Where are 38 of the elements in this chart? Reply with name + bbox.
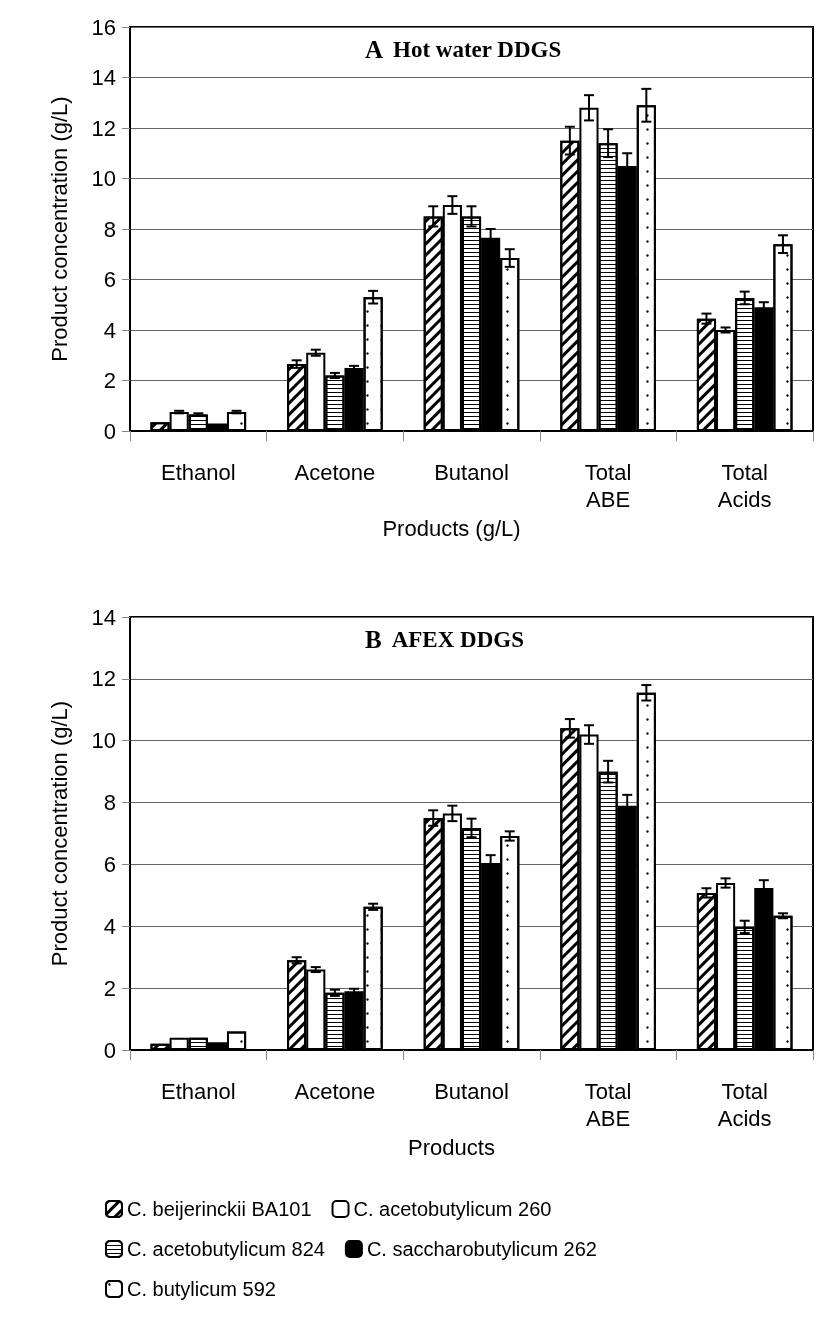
y-tick-label: 6 [103, 851, 116, 877]
y-tick-label: 0 [103, 1037, 116, 1063]
y-tick-label: 8 [103, 216, 116, 242]
legend-label: C. beijerinckii BA101 [127, 1198, 312, 1220]
chart-title: B AFEX DDGS [365, 626, 524, 653]
y-axis-title: Product concentration (g/L) [46, 700, 72, 967]
legend-label: C. saccharobutylicum 262 [366, 1238, 597, 1260]
y-tick-label: 4 [103, 913, 116, 939]
y-tick-label: 6 [103, 267, 116, 292]
x-tick-label: Butanol [434, 1079, 509, 1104]
x-axis-title: Products [408, 1135, 495, 1161]
x-tick-label: Total ABE [584, 460, 632, 512]
x-tick-label: Ethanol [160, 1079, 236, 1104]
legend-label: C. acetobutylicum 260 [353, 1198, 552, 1220]
x-tick-label: Total Acids [717, 1079, 772, 1131]
y-tick-label: 4 [103, 317, 116, 343]
x-tick-label: Butanol [434, 460, 509, 485]
y-tick-label: 14 [91, 604, 116, 630]
y-tick-label: 12 [91, 666, 116, 692]
x-axis-title: Products (g/L) [382, 516, 521, 542]
y-tick-label: 0 [103, 418, 116, 444]
x-tick-label: Ethanol [160, 460, 236, 485]
y-tick-label: 10 [91, 728, 116, 754]
y-tick-label: 16 [91, 14, 116, 40]
chart-title: A Hot water DDGS [365, 36, 562, 63]
legend-label: C. butylicum 592 [127, 1278, 276, 1300]
y-tick-label: 2 [103, 975, 116, 1001]
y-tick-label: 2 [103, 368, 116, 393]
x-tick-label: Acetone [294, 1079, 376, 1104]
y-tick-label: 8 [103, 790, 116, 816]
legend-label: C. acetobutylicum 824 [127, 1238, 325, 1260]
y-tick-label: 12 [91, 115, 116, 141]
y-axis-title: Product concentration (g/L) [46, 96, 72, 362]
x-tick-label: Total Acids [717, 460, 772, 512]
y-tick-label: 10 [91, 166, 116, 191]
x-tick-label: Total ABE [584, 1079, 632, 1131]
x-tick-label: Acetone [294, 460, 376, 485]
y-tick-label: 14 [91, 65, 116, 90]
